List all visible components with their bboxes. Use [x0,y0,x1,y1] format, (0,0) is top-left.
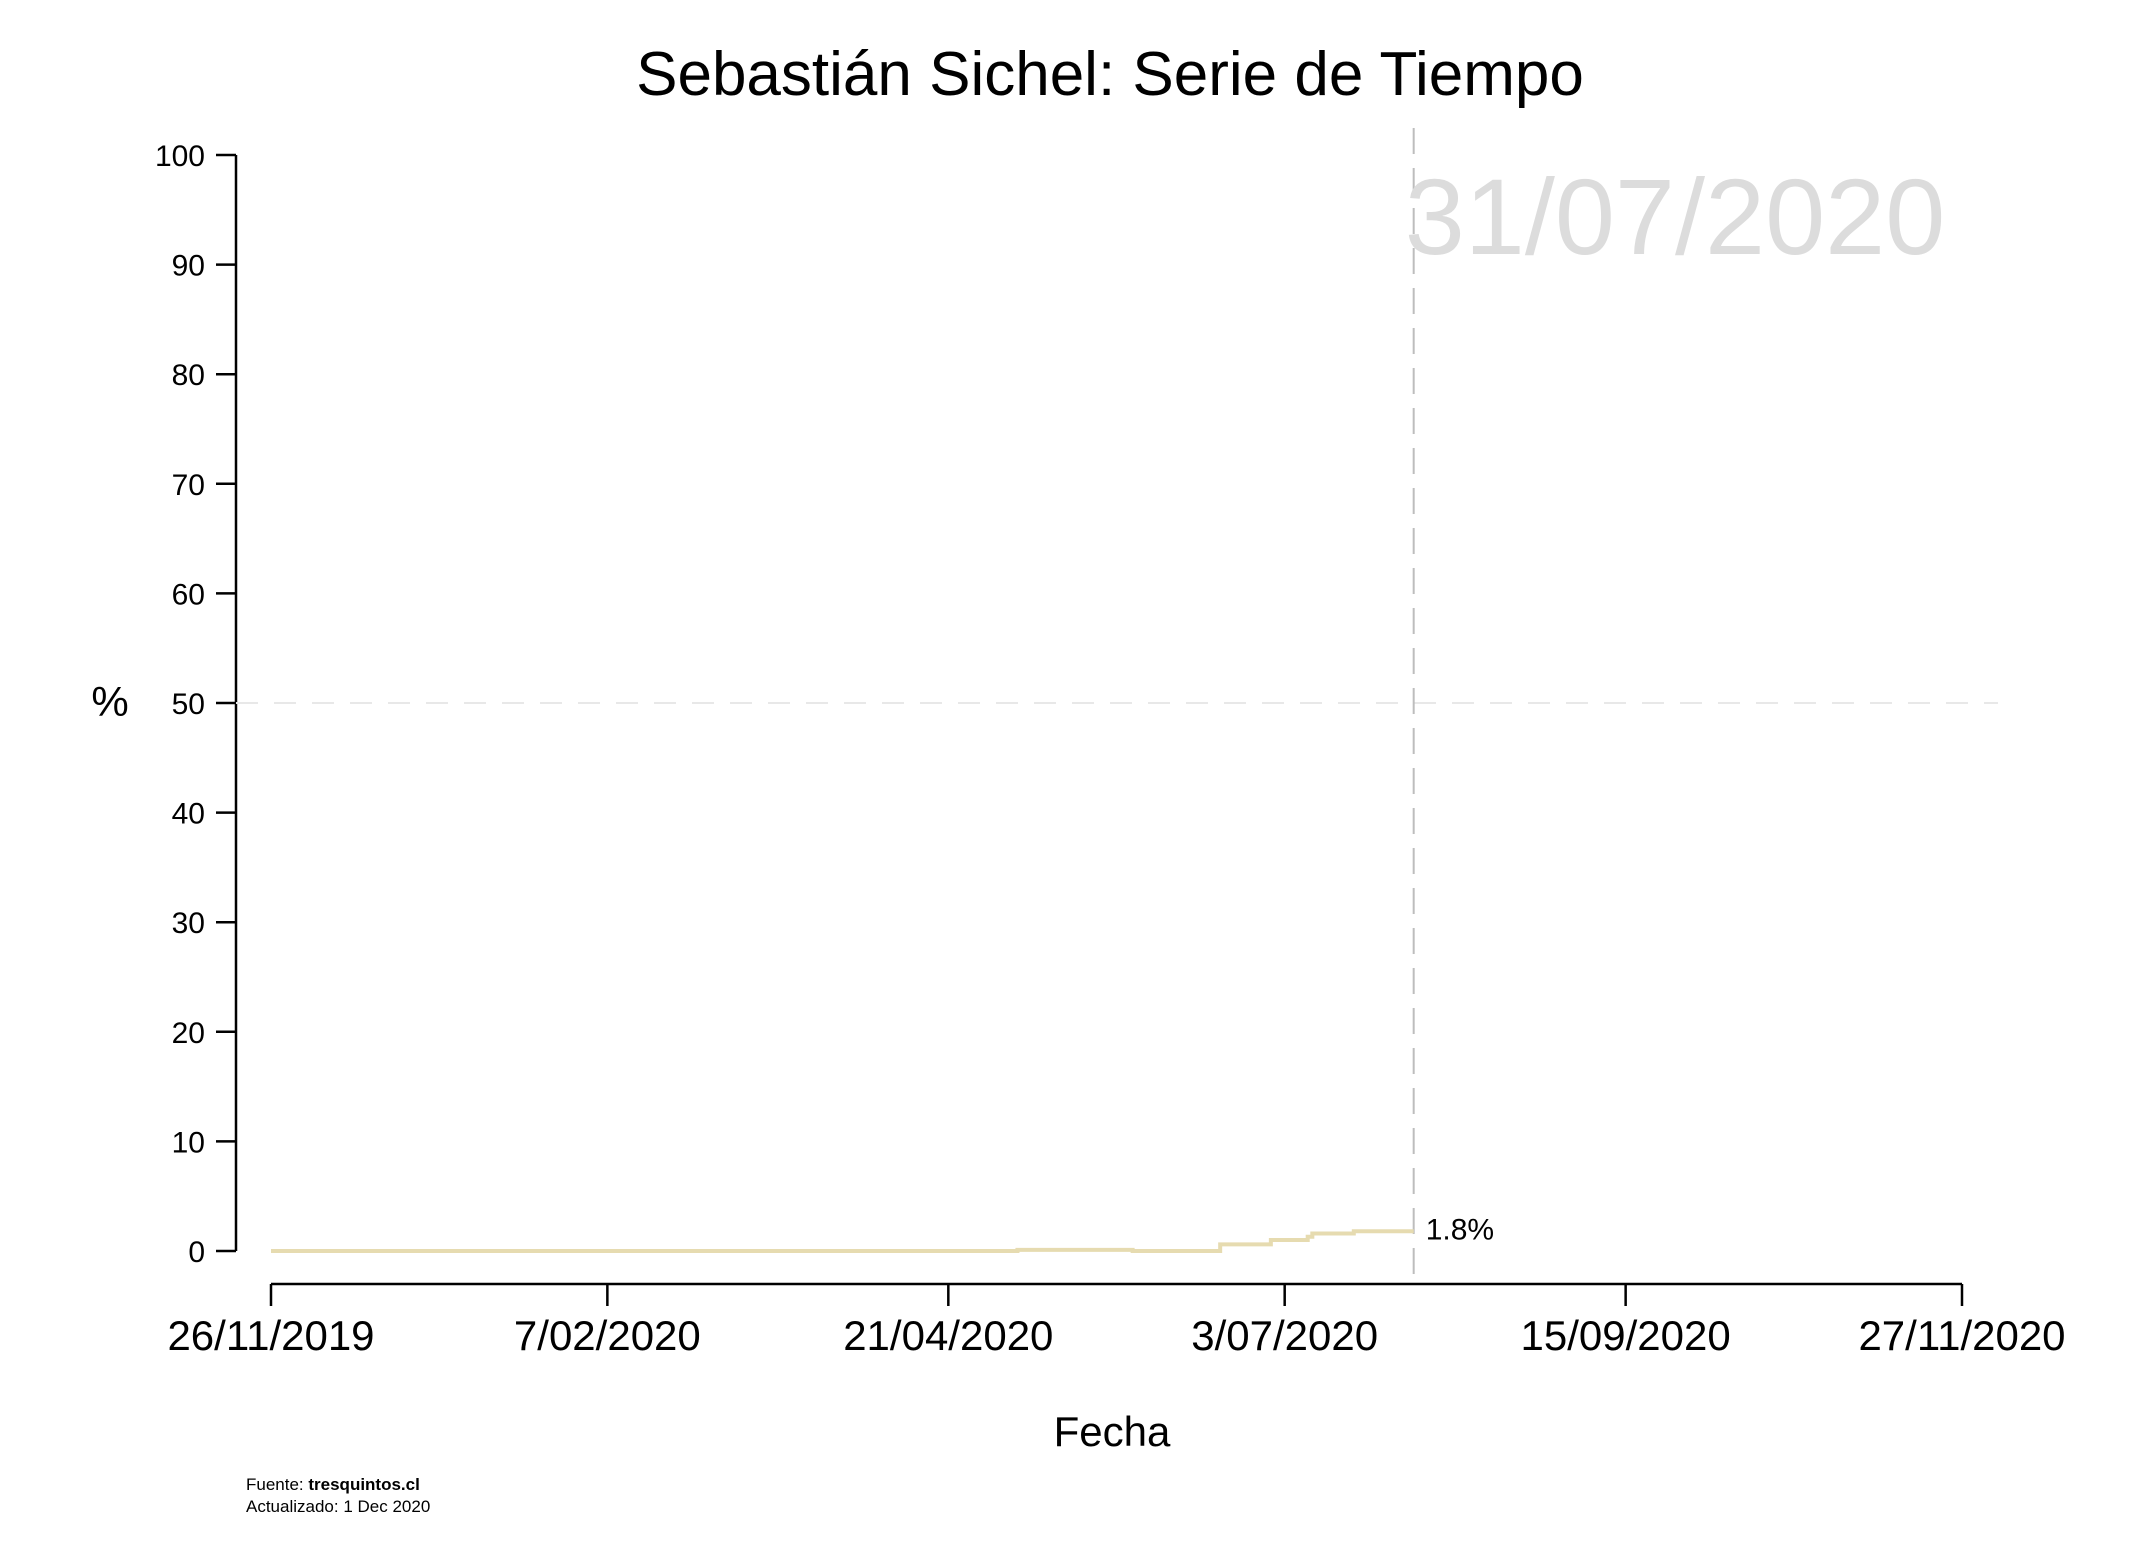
source-line: Fuente: tresquintos.cl [246,1474,430,1496]
footer: Fuente: tresquintos.cl Actualizado: 1 De… [246,1474,430,1518]
series-end-label: 1.8% [1426,1213,1494,1246]
x-axis-label: Fecha [1054,1408,1171,1455]
current-date-watermark: 31/07/2020 [1405,156,1946,277]
y-tick-label: 40 [172,798,205,831]
x-axis: 26/11/2019 7/02/2020 21/04/2020 3/07/2020 15… [167,1282,2066,1359]
y-tick-label: 0 [188,1236,205,1269]
y-axis-label: % [91,678,128,725]
chart-title: Sebastián Sichel: Serie de Tiempo [636,40,1584,109]
x-tick-label: 21/04/2020 [843,1312,1053,1359]
x-tick-label: 15/09/2020 [1521,1312,1731,1359]
y-tick-label: 10 [172,1126,205,1159]
y-tick-label: 60 [172,578,205,611]
current-date-marker: 31/07/2020 [1405,128,1946,1284]
updated-line: Actualizado: 1 Dec 2020 [246,1497,431,1516]
y-tick-label: 90 [172,250,205,283]
y-tick-label: 50 [172,688,205,721]
series-group: 1.8% [271,1213,1494,1253]
y-tick-label: 20 [172,1017,205,1050]
x-tick-label: 7/02/2020 [514,1312,701,1359]
y-tick-label: 80 [172,359,205,392]
series-line [271,1229,1414,1253]
y-tick-label: 100 [155,140,205,173]
y-tick-label: 70 [172,469,205,502]
y-tick-label: 30 [172,907,205,940]
x-tick-label: 27/11/2020 [1858,1312,2065,1359]
source-name: tresquintos.cl [308,1475,420,1494]
source-prefix: Fuente: [246,1475,309,1494]
y-axis: 0 10 20 30 40 50 60 70 80 90 100 [155,140,238,1269]
x-tick-label: 26/11/2019 [167,1312,374,1359]
x-tick-label: 3/07/2020 [1191,1312,1378,1359]
